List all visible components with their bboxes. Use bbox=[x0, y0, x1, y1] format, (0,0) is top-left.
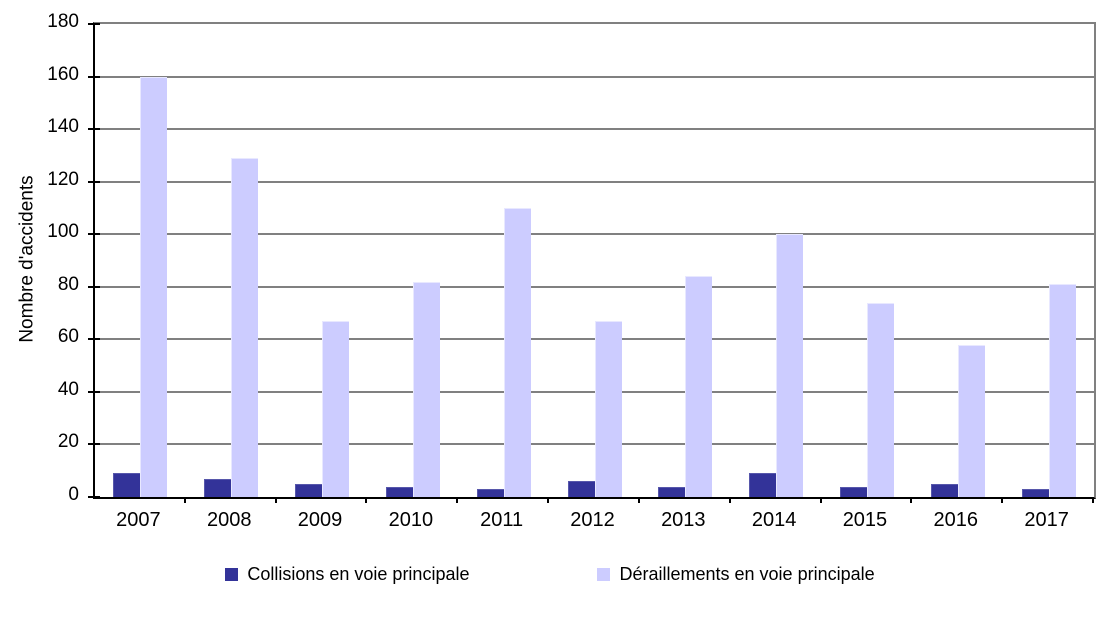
x-axis-tick bbox=[275, 497, 277, 503]
x-axis-tick-labels: 2007 2008 2009 2010 2011 2012 2013 2014 2015 2016… bbox=[93, 506, 1092, 534]
y-tick-label-180: 180 bbox=[47, 11, 79, 32]
gridline-160 bbox=[95, 75, 1094, 78]
bar-collisions-2008 bbox=[204, 478, 231, 497]
gridline-80 bbox=[95, 285, 1094, 288]
y-tick-label-60: 60 bbox=[57, 326, 79, 348]
bar-deraillements-2012 bbox=[595, 320, 622, 497]
legend-label: Déraillements en voie principale bbox=[619, 564, 875, 584]
x-axis-tick bbox=[184, 497, 186, 503]
x-axis-tick bbox=[456, 497, 458, 503]
y-tick-label-40: 40 bbox=[57, 378, 79, 400]
x-tick-label-2008: 2008 bbox=[206, 509, 252, 531]
y-tick-label-100: 100 bbox=[47, 221, 79, 243]
bar-deraillements-2011 bbox=[504, 207, 531, 497]
x-axis-tick bbox=[638, 497, 640, 503]
y-tick-label-140: 140 bbox=[47, 116, 79, 138]
bar-collisions-2016 bbox=[931, 483, 958, 497]
y-tick-label-80: 80 bbox=[57, 273, 79, 295]
y-axis-tick bbox=[88, 180, 100, 183]
x-tick-label-2012: 2012 bbox=[570, 509, 615, 531]
bar-collisions-2010 bbox=[386, 486, 413, 497]
bar-deraillements-2009 bbox=[322, 320, 349, 497]
gridline-40 bbox=[95, 390, 1094, 393]
bar-deraillements-2008 bbox=[231, 158, 258, 497]
bar-deraillements-2007 bbox=[140, 76, 167, 497]
bar-deraillements-2015 bbox=[867, 302, 894, 497]
gridline-60 bbox=[95, 338, 1094, 341]
gridline-140 bbox=[95, 128, 1094, 131]
y-axis-tick bbox=[88, 496, 100, 498]
x-tick-label-2015: 2015 bbox=[842, 509, 888, 531]
y-axis-tick-labels: 0 20 40 60 80 100 120 140 160 180 bbox=[0, 11, 79, 505]
y-tick-label-160: 160 bbox=[47, 63, 79, 85]
y-axis-tick bbox=[88, 23, 100, 25]
bar-collisions-2017 bbox=[1022, 489, 1049, 497]
bar-collisions-2011 bbox=[477, 489, 504, 497]
bar-deraillements-2017 bbox=[1049, 284, 1076, 497]
bar-deraillements-2016 bbox=[958, 344, 985, 497]
x-tick-label-2009: 2009 bbox=[297, 509, 343, 531]
x-axis-tick bbox=[910, 497, 912, 503]
y-axis-tick bbox=[88, 233, 100, 236]
x-axis-tick bbox=[1001, 497, 1003, 503]
bar-deraillements-2013 bbox=[685, 276, 712, 497]
x-tick-label-2013: 2013 bbox=[661, 509, 706, 531]
y-tick-label-0: 0 bbox=[68, 484, 79, 505]
gridline-120 bbox=[95, 180, 1094, 183]
legend-item-deraillements: Déraillements en voie principale bbox=[597, 564, 875, 585]
legend-label: Collisions en voie principale bbox=[247, 564, 470, 584]
gridline-20 bbox=[95, 443, 1094, 446]
bar-collisions-2007 bbox=[113, 473, 140, 497]
x-axis-tick bbox=[729, 497, 731, 503]
bar-collisions-2013 bbox=[658, 486, 685, 497]
y-axis-tick bbox=[88, 443, 100, 446]
x-tick-label-2017: 2017 bbox=[1024, 509, 1069, 531]
plot-area bbox=[88, 22, 1096, 499]
x-axis-tick bbox=[820, 497, 822, 503]
legend-swatch-collisions bbox=[225, 568, 239, 581]
x-tick-label-2011: 2011 bbox=[480, 509, 524, 531]
x-axis-tick bbox=[1092, 497, 1094, 503]
x-tick-label-2007: 2007 bbox=[116, 509, 161, 531]
bar-collisions-2009 bbox=[295, 483, 322, 497]
x-axis-tick bbox=[365, 497, 367, 503]
y-axis-tick bbox=[88, 75, 100, 78]
x-tick-label-2010: 2010 bbox=[388, 509, 434, 531]
y-axis-tick bbox=[88, 390, 100, 393]
y-axis-tick bbox=[88, 338, 100, 341]
y-tick-label-20: 20 bbox=[57, 431, 79, 453]
legend-swatch-deraillements bbox=[597, 568, 611, 581]
y-tick-label-120: 120 bbox=[47, 168, 79, 190]
y-axis-tick bbox=[88, 285, 100, 288]
x-axis-tick bbox=[547, 497, 549, 503]
bar-deraillements-2010 bbox=[413, 281, 440, 497]
x-tick-label-2014: 2014 bbox=[751, 509, 797, 531]
legend: Collisions en voie principale Déraillemen… bbox=[0, 564, 1100, 585]
bar-deraillements-2014 bbox=[776, 234, 803, 497]
bar-collisions-2012 bbox=[568, 481, 595, 497]
bar-collisions-2015 bbox=[840, 486, 867, 497]
x-tick-label-2016: 2016 bbox=[933, 509, 979, 531]
bar-collisions-2014 bbox=[749, 473, 776, 497]
legend-item-collisions: Collisions en voie principale bbox=[225, 564, 469, 585]
y-axis-tick bbox=[88, 128, 100, 131]
gridline-100 bbox=[95, 233, 1094, 236]
